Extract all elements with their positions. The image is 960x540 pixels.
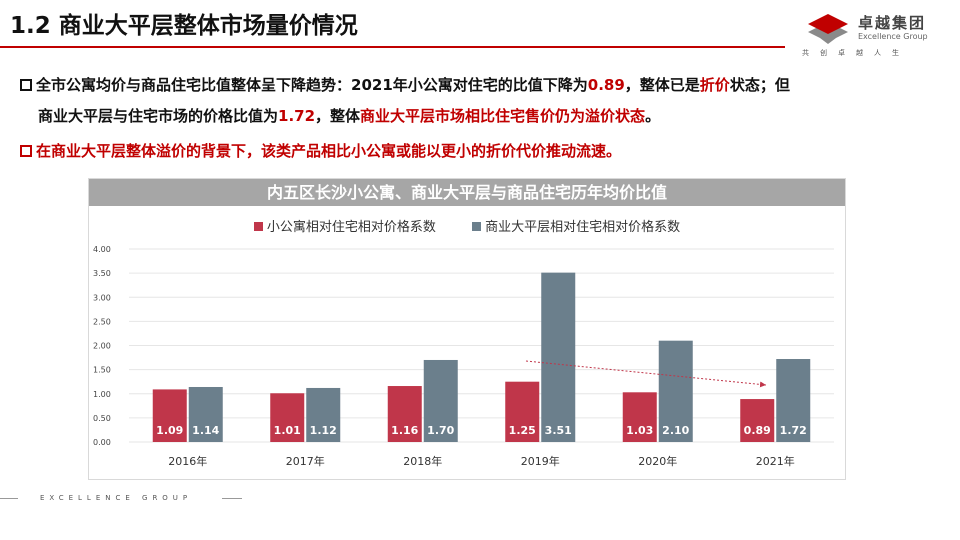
bullet-1: 全市公寓均价与商品住宅比值整体呈下降趋势：2021年小公寓对住宅的比值下降为0.… [20, 74, 790, 95]
y-tick-label: 2.50 [93, 317, 111, 326]
logo-cn: 卓越集团 [858, 14, 927, 32]
legend-item-2: 商业大平层相对住宅相对价格系数 [472, 220, 680, 235]
y-tick-label: 2.00 [93, 342, 111, 351]
data-label: 0.89 [744, 424, 771, 437]
bullet-2: 在商业大平层整体溢价的背景下，该类产品相比小公寓或能以更小的折价代价推动流速。 [20, 140, 621, 161]
chart-legend: 小公寓相对住宅相对价格系数 商业大平层相对住宅相对价格系数 [89, 216, 845, 235]
footer-text: EXCELLENCE GROUP [40, 494, 193, 502]
logo-en: Excellence Group [858, 32, 928, 41]
bar [505, 381, 540, 442]
logo-icon [808, 14, 848, 44]
x-tick-label: 2017年 [286, 454, 325, 468]
y-tick-label: 3.50 [93, 269, 111, 278]
y-tick-label: 1.00 [93, 390, 111, 399]
chart-title: 内五区长沙小公寓、商业大平层与商品住宅历年均价比值 [89, 179, 845, 206]
bar [152, 389, 187, 442]
data-label: 1.01 [274, 424, 301, 437]
y-tick-label: 3.00 [93, 293, 111, 302]
data-label: 3.51 [545, 424, 572, 437]
y-tick-label: 0.00 [93, 438, 111, 447]
data-label: 1.72 [780, 424, 807, 437]
bar [622, 392, 657, 442]
data-label: 2.10 [662, 424, 689, 437]
bullet-1-cont: 商业大平层与住宅市场的价格比值为1.72，整体商业大平层市场相比住宅售价仍为溢价… [38, 107, 661, 125]
y-tick-label: 4.00 [93, 245, 111, 254]
legend-item-1: 小公寓相对住宅相对价格系数 [253, 220, 436, 235]
trend-arrow [525, 360, 767, 388]
data-label: 1.70 [427, 424, 454, 437]
logo-motto: 共创卓越人生 [802, 49, 910, 57]
bar [776, 359, 811, 442]
bar [188, 386, 223, 442]
data-label: 1.03 [626, 424, 653, 437]
page-title: 1.2 商业大平层整体市场量价情况 [10, 13, 358, 39]
bar [306, 387, 341, 442]
bar [740, 399, 775, 442]
company-logo: 卓越集团 Excellence Group 共创卓越人生 [800, 10, 950, 62]
bar [423, 359, 458, 442]
bar [658, 340, 693, 442]
checkbox-icon [20, 145, 32, 157]
data-label: 1.14 [192, 424, 219, 437]
y-tick-label: 0.50 [93, 414, 111, 423]
data-label: 1.25 [509, 424, 536, 437]
bar [270, 393, 305, 442]
chart-plot: 0.00 0.50 1.00 1.50 2.00 2.50 3.00 3.50 4.00 1.09… [93, 245, 834, 468]
chart: 内五区长沙小公寓、商业大平层与商品住宅历年均价比值 小公寓相对住宅相对价格系数 … [88, 178, 846, 480]
checkbox-icon [20, 79, 32, 91]
data-label: 1.09 [156, 424, 183, 437]
x-tick-label: 2020年 [638, 454, 677, 468]
x-tick-label: 2021年 [756, 454, 795, 468]
x-tick-label: 2019年 [521, 454, 560, 468]
y-tick-label: 1.50 [93, 366, 111, 375]
x-tick-label: 2016年 [168, 454, 207, 468]
title-rule [0, 46, 785, 48]
data-label: 1.12 [310, 424, 337, 437]
bar [541, 272, 576, 442]
data-label: 1.16 [391, 424, 418, 437]
bar [387, 386, 422, 442]
x-tick-label: 2018年 [403, 454, 442, 468]
footer: EXCELLENCE GROUP [0, 494, 260, 504]
